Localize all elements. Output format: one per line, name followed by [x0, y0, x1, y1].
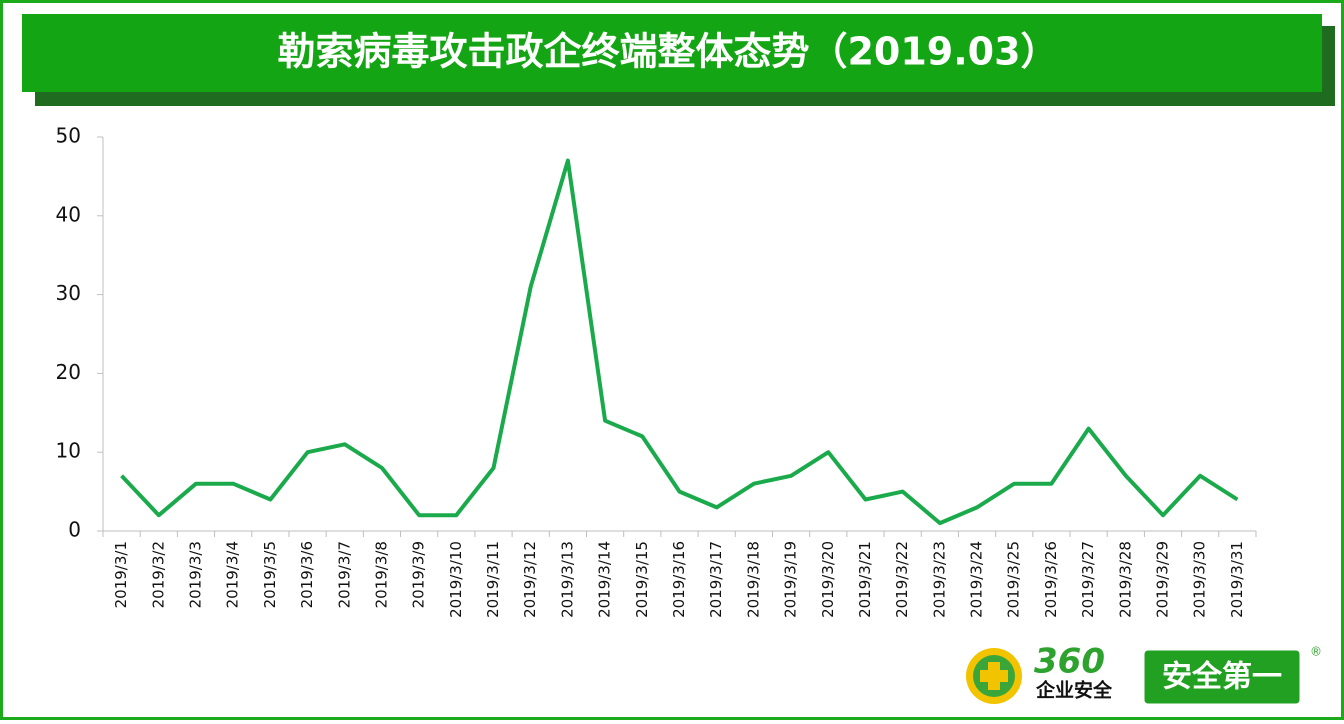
x-tick-label: 2019/3/18	[744, 541, 762, 618]
x-tick-label: 2019/3/11	[484, 541, 502, 618]
chart-title: 勒索病毒攻击政企终端整体态势（2019.03）	[277, 30, 1058, 74]
x-tick-label: 2019/3/25	[1005, 541, 1023, 618]
x-tick-label: 2019/3/26	[1042, 541, 1060, 618]
y-tick-label: 30	[56, 281, 81, 305]
y-tick-label: 50	[56, 124, 81, 148]
logo-brand: 360	[1034, 642, 1105, 682]
x-tick-label: 2019/3/12	[521, 541, 539, 618]
x-tick-label: 2019/3/8	[372, 541, 390, 608]
y-tick-label: 40	[56, 202, 81, 226]
x-tick-label: 2019/3/24	[968, 541, 986, 618]
y-tick-label: 0	[68, 518, 81, 542]
logo: 360 企业安全 安全第一 ®	[966, 642, 1322, 707]
x-tick-label: 2019/3/6	[298, 541, 316, 608]
x-tick-label: 2019/3/20	[819, 541, 837, 618]
x-tick-label: 2019/3/7	[335, 541, 353, 608]
x-tick-label: 2019/3/5	[261, 541, 279, 608]
x-tick-label: 2019/3/3	[186, 541, 204, 608]
x-tick-label: 2019/3/17	[707, 541, 725, 618]
x-tick-label: 2019/3/9	[410, 541, 428, 608]
x-tick-label: 2019/3/15	[633, 541, 651, 618]
x-tick-label: 2019/3/14	[596, 541, 614, 618]
logo-cross	[980, 662, 1008, 690]
x-tick-label: 2019/3/13	[558, 541, 576, 618]
x-tick-label: 2019/3/10	[447, 541, 465, 618]
x-tick-label: 2019/3/29	[1154, 541, 1172, 618]
logo-registered: ®	[1310, 645, 1322, 659]
x-tick-label: 2019/3/19	[782, 541, 800, 618]
x-tick-label: 2019/3/4	[224, 541, 242, 608]
y-tick-label: 20	[56, 360, 81, 384]
x-tick-label: 2019/3/1	[112, 541, 130, 608]
x-tick-label: 2019/3/16	[670, 541, 688, 618]
x-tick-label: 2019/3/28	[1116, 541, 1134, 618]
logo-subtitle: 企业安全	[1035, 679, 1113, 702]
logo-badge	[1141, 647, 1303, 707]
title-banner	[22, 14, 1322, 92]
data-line	[120, 158, 1239, 526]
x-tick-label: 2019/3/30	[1191, 541, 1209, 618]
x-tick-label: 2019/3/27	[1079, 541, 1097, 618]
x-tick-label: 2019/3/31	[1228, 541, 1246, 618]
x-tick-label: 2019/3/21	[856, 541, 874, 618]
x-tick-label: 2019/3/2	[149, 541, 167, 608]
y-tick-label: 10	[56, 439, 81, 463]
logo-slogan: 安全第一	[1162, 660, 1282, 695]
x-tick-label: 2019/3/23	[930, 541, 948, 618]
x-tick-label: 2019/3/22	[893, 541, 911, 618]
